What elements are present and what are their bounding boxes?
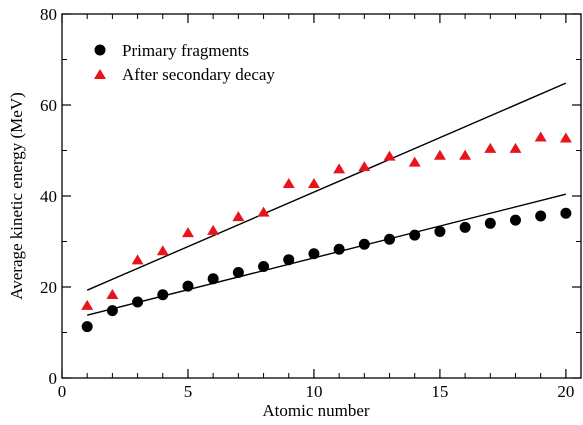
data-point-primary [207, 273, 219, 285]
data-point-primary [409, 229, 421, 241]
data-point-secondary [408, 156, 421, 167]
fit-lines [86, 82, 567, 316]
x-tick-label: 5 [184, 382, 193, 401]
data-point-secondary [509, 142, 522, 153]
data-point-secondary [459, 149, 472, 160]
x-tick-label: 15 [431, 382, 448, 401]
legend-label-secondary: After secondary decay [122, 65, 275, 84]
data-point-primary [232, 266, 244, 278]
data-point-secondary [333, 163, 346, 174]
data-point-secondary [181, 227, 194, 238]
x-tick-label: 10 [305, 382, 322, 401]
data-point-primary [81, 321, 93, 333]
y-tick-label: 80 [40, 5, 57, 24]
legend-marker-secondary [94, 69, 106, 79]
data-point-primary [157, 289, 169, 301]
data-point-secondary [484, 142, 497, 153]
data-point-primary [283, 254, 295, 266]
legend-marker-primary [94, 44, 106, 56]
data-point-primary [333, 243, 345, 255]
data-point-secondary [383, 150, 396, 161]
x-axis-label: Atomic number [262, 401, 370, 420]
x-tick-label: 0 [58, 382, 67, 401]
ticks: 0 5 10 15 20 0 20 40 60 80 [40, 5, 581, 401]
data-point-secondary [207, 224, 220, 235]
data-point-primary [182, 280, 194, 292]
data-point-secondary [232, 211, 245, 222]
data-point-primary [132, 296, 144, 308]
data-point-primary [484, 217, 496, 229]
data-point-secondary [282, 177, 295, 188]
data-point-secondary [257, 206, 270, 217]
data-point-primary [535, 210, 547, 222]
y-tick-label: 0 [49, 369, 58, 388]
data-point-secondary [534, 131, 547, 142]
data-point-primary [384, 233, 396, 245]
legend-label-primary: Primary fragments [122, 41, 249, 60]
fit-line [86, 82, 567, 291]
y-axis-label: Average kinetic energy (MeV) [7, 92, 26, 300]
data-point-primary [434, 225, 446, 237]
data-point-secondary [81, 299, 94, 310]
data-point-primary [459, 221, 471, 233]
data-point-secondary [106, 288, 119, 299]
y-tick-label: 40 [40, 187, 57, 206]
data-point-secondary [559, 132, 572, 143]
y-tick-label: 20 [40, 278, 57, 297]
data-point-secondary [307, 177, 320, 188]
legend: Primary fragments After secondary decay [94, 41, 275, 84]
data-point-secondary [358, 161, 371, 172]
data-point-primary [308, 248, 320, 260]
data-points [81, 131, 572, 333]
data-point-secondary [131, 254, 144, 265]
x-tick-label: 20 [557, 382, 574, 401]
y-tick-label: 60 [40, 96, 57, 115]
data-point-primary [358, 238, 370, 250]
data-point-primary [106, 305, 118, 317]
data-point-primary [509, 214, 521, 226]
data-point-secondary [433, 149, 446, 160]
data-point-primary [560, 207, 572, 219]
data-point-secondary [156, 245, 169, 256]
data-point-primary [258, 261, 270, 273]
